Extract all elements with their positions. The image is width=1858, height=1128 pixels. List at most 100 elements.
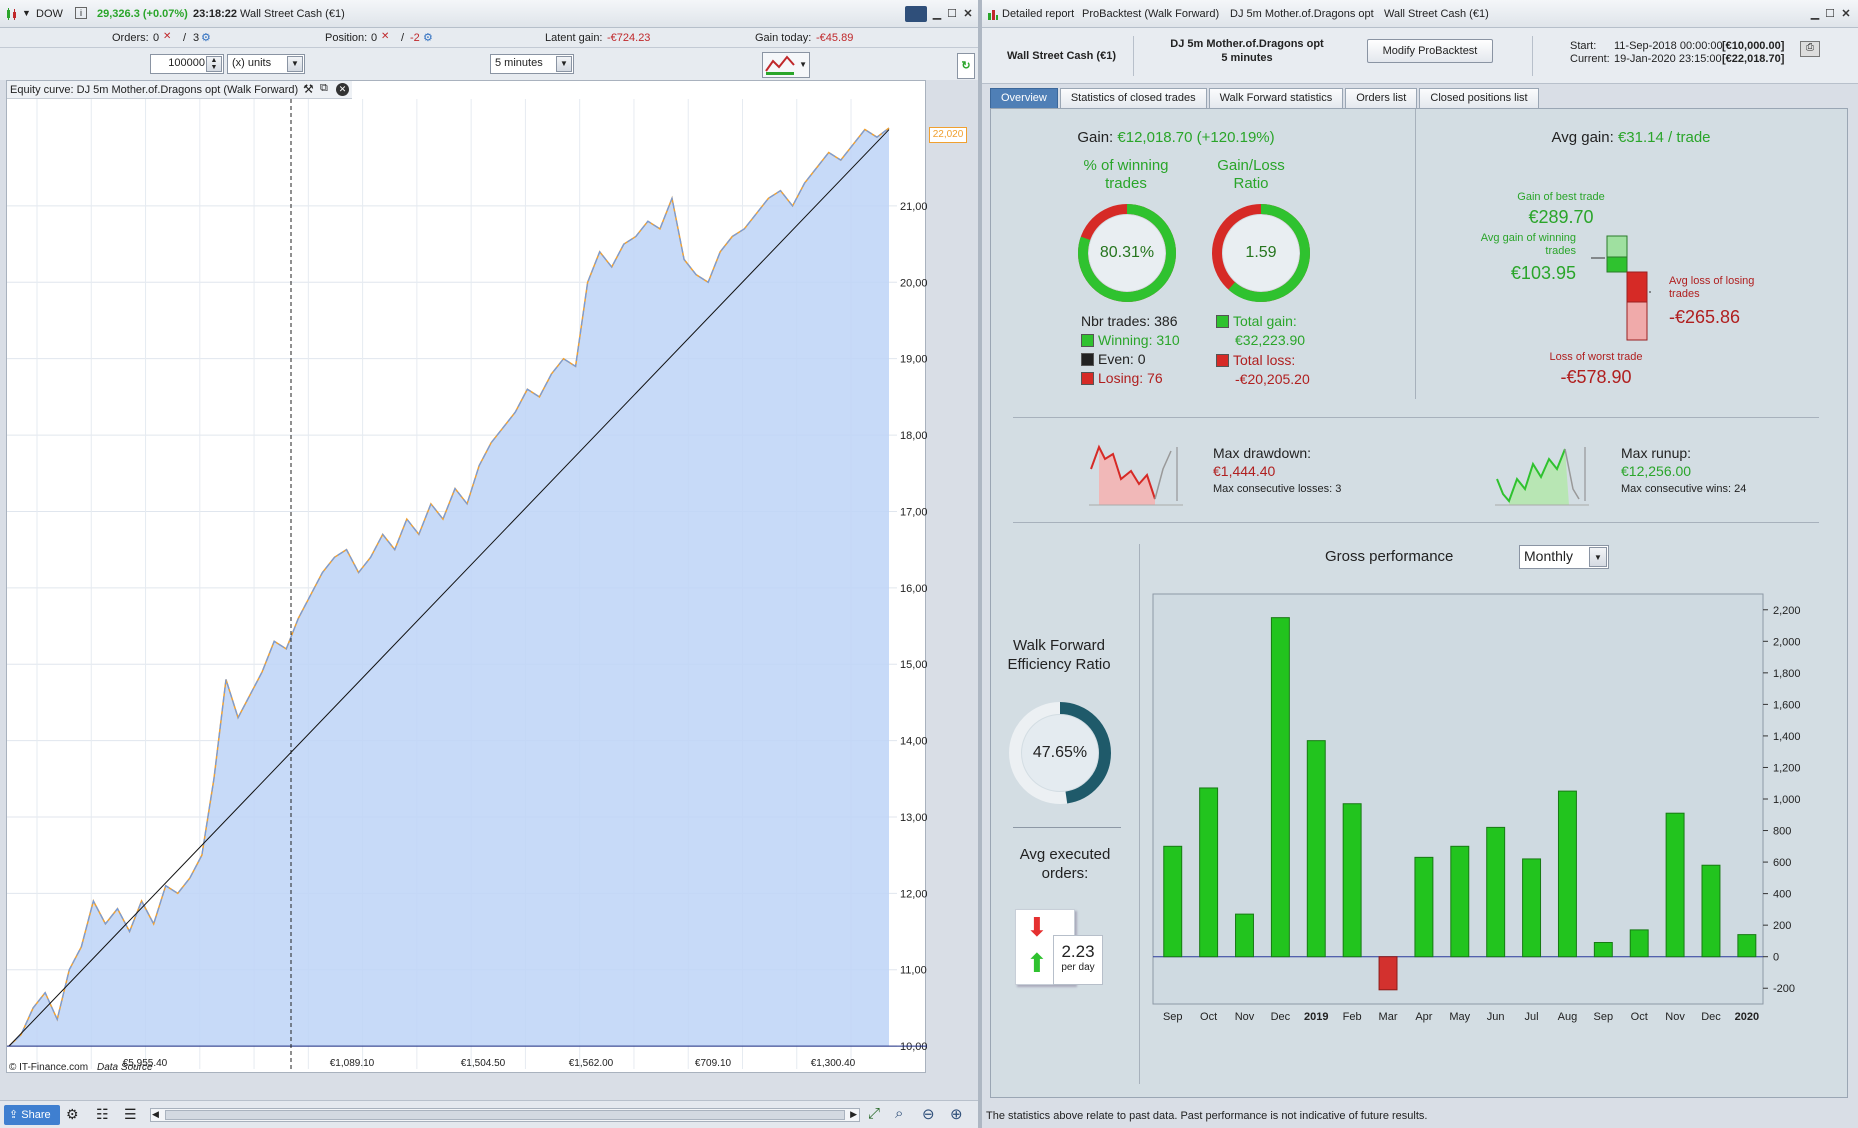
segment-gain-label: €1,300.40 [811,1058,856,1069]
chevron-down-icon[interactable]: ▼ [1589,547,1607,567]
indicators-button[interactable]: ▼ [762,52,810,78]
settings-icon[interactable]: ⚒ [303,82,314,96]
y-tick-label: 800 [1773,826,1791,838]
autoscale-icon[interactable]: ⤢ [868,1105,881,1122]
layers-icon[interactable]: ☰ [124,1106,137,1122]
bar [1306,740,1326,958]
print-icon[interactable]: ⎙ [1800,41,1820,57]
left-titlebar: ▼ DOW i 29,326.3 (+0.07%) 23:18:22 Wall … [0,0,978,28]
chevron-down-icon[interactable]: ▼ [556,56,572,72]
equity-chart-panel: Equity curve: DJ 5m Mother.of.Dragons op… [6,80,967,1074]
drawing-tools-icon[interactable]: ⚙ [66,1106,79,1122]
best-trade-value: €289.70 [1528,207,1594,227]
y-tick-label: 2,200 [1773,605,1801,617]
chevron-down-icon[interactable]: ▼ [287,56,303,72]
scroll-left-icon[interactable]: ◀ [152,1109,159,1119]
stepper-icon[interactable]: ▲ ▼ [206,56,222,72]
list-icon[interactable]: ☷ [96,1106,109,1122]
close-position-icon[interactable]: ✕ [381,31,390,42]
symbol-dropdown-icon[interactable]: ▼ [22,8,31,18]
tab-statistics-closed-trades[interactable]: Statistics of closed trades [1059,88,1207,108]
y-tick-label: 400 [1773,889,1791,901]
position-gears-icon[interactable]: ⚙ [423,32,433,44]
keyboard-icon[interactable] [905,6,927,22]
orders-a: 0 [153,32,160,44]
minimize-icon[interactable]: ▁ [932,8,942,20]
price-tag: 22,020 [929,127,967,143]
gross-performance-chart[interactable]: -200 0 200 400 600 800 1,000 1,200 1,400 1,600 1,8… [1151,584,1841,1064]
tab-orders-list[interactable]: Orders list [1345,88,1418,108]
equity-chart[interactable]: 10,000 11,000 12,000 13,000 14,000 15,000 16,0… [7,81,927,1074]
y-tick-label: 1,000 [1773,794,1801,806]
zoom-out-icon[interactable]: ⊖ [922,1106,935,1123]
y-tick-label: 600 [1773,857,1791,869]
tab-overview[interactable]: Overview [990,88,1058,108]
refresh-icon[interactable]: ↻ [957,53,975,79]
header-timeframe: 5 minutes [1221,52,1273,64]
losing-count: Losing: 76 [1098,370,1163,386]
runup-icon [1495,447,1589,506]
instrument-label: Wall Street Cash (€1) [1384,8,1489,20]
close-icon[interactable]: ✕ [1841,8,1851,20]
bar [1593,942,1613,958]
current-date: 19-Jan-2020 23:15:00 [1614,53,1722,65]
even-swatch [1081,353,1094,366]
y-tick-label: 14,000 [900,736,927,748]
maximize-icon[interactable]: ☐ [947,8,957,20]
close-icon[interactable]: ✕ [963,8,973,20]
info-icon[interactable]: i [75,7,87,19]
candles-icon[interactable] [5,7,19,21]
zoom-window-icon[interactable]: ⌕ [895,1105,904,1122]
avg-exec-unit: per day [1061,962,1095,973]
scroll-right-icon[interactable]: ▶ [850,1109,857,1119]
y-tick-label: 19,000 [900,354,927,366]
modify-probacktest-button[interactable]: Modify ProBacktest [1367,39,1493,63]
y-tick-label: 16,000 [900,583,927,595]
drawdown-label: Max drawdown: [1213,445,1312,461]
zoom-in-icon[interactable]: ⊕ [950,1106,963,1123]
total-gain-label: Total gain: [1233,313,1297,329]
scroll-thumb[interactable] [165,1110,845,1120]
y-tick-label: 13,000 [900,812,927,824]
x-tick-label: Dec [1271,1011,1291,1023]
total-loss-value: -€20,205.20 [1235,371,1310,387]
y-tick-label: 10,000 [900,1041,927,1053]
minimize-icon[interactable]: ▁ [1810,8,1820,20]
vertical-separator [1415,109,1416,399]
clock-time: 23:18:22 [193,8,238,20]
detach-icon[interactable]: ⧉ [320,82,328,94]
quantity-input[interactable]: 100000 ▲ ▼ [150,54,224,74]
chevron-down-icon[interactable]: ▼ [799,60,807,69]
close-chart-icon[interactable]: ✕ [336,83,349,96]
report-icon [987,7,999,21]
share-button[interactable]: ⇪ Share [4,1105,60,1125]
losing-swatch [1081,372,1094,385]
symbol-name[interactable]: DOW [36,8,63,20]
x-tick-label: Nov [1665,1011,1685,1023]
units-select[interactable]: (x) units ▼ [227,54,305,74]
y-tick-label: 1,800 [1773,668,1801,680]
start-date: 11-Sep-2018 00:00:00 [1614,40,1723,52]
winning-pct-value: 80.31% [1099,244,1155,261]
symbol-price: 29,326.3 (+0.07%) [97,8,188,20]
drawdown-value: €1,444.40 [1213,463,1276,479]
timeframe-select[interactable]: 5 minutes ▼ [490,54,574,74]
y-tick-label: 20,000 [900,277,927,289]
cancel-orders-icon[interactable]: ✕ [163,31,172,42]
bar [1450,845,1470,958]
tab-closed-positions-list[interactable]: Closed positions list [1419,88,1539,108]
gears-icon[interactable]: ⚙ [201,32,211,44]
horizontal-scrollbar[interactable]: ◀ ▶ [150,1108,860,1122]
period-select[interactable]: Monthly ▼ [1519,545,1609,569]
avg-win-value: €103.95 [1510,263,1576,283]
report-tabs: Overview Statistics of closed trades Walk … [990,88,1850,108]
tab-walk-forward-statistics[interactable]: Walk Forward statistics [1208,88,1344,108]
copyright: © IT-Finance.com [9,1062,89,1073]
maximize-icon[interactable]: ☐ [1825,8,1835,20]
system-label: DJ 5m Mother.of.Dragons opt [1230,8,1374,20]
window-divider[interactable] [978,0,982,1128]
nbr-trades: Nbr trades: 386 [1081,313,1178,329]
period-value: Monthly [1524,548,1574,564]
gain-value: €12,018.70 (+120.19%) [1117,129,1275,146]
bar [1199,787,1219,958]
